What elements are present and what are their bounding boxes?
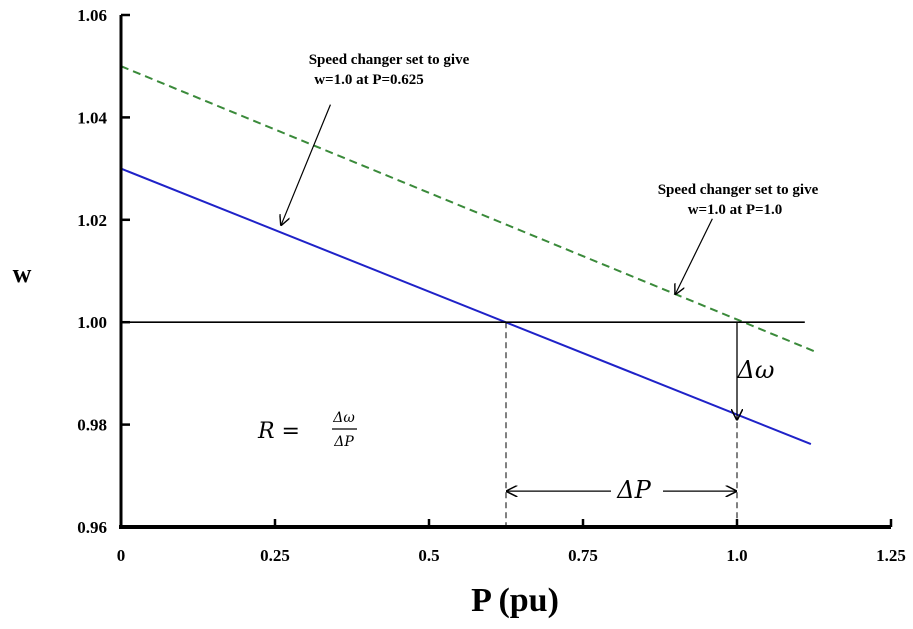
annotation-marks [281,104,737,527]
series-line-1 [120,167,812,446]
formula-numerator: Δω [332,410,355,426]
y-tick-label: 0.96 [77,518,107,537]
y-tick-label: 1.06 [77,6,107,25]
x-tick-label: 1.0 [726,546,747,565]
x-tick-label: 0.75 [568,546,598,565]
annotation-speed-changer-1-line2: w=1.0 at P=0.625 [314,72,424,88]
formula-denominator: ΔP [333,434,354,450]
speed-changer-arrow-1 [281,104,331,225]
annotation-speed-changer-1-line1: Speed changer set to give [309,52,470,68]
series-line-2 [120,65,818,354]
annotation-speed-changer-2-line1: Speed changer set to give [658,182,819,198]
delta-omega-label: Δω [737,356,775,384]
x-tick-label: 1.25 [876,546,906,565]
annotation-speed-changer-2-line2: w=1.0 at P=1.0 [688,202,783,218]
x-tick-label: 0 [117,546,126,565]
x-tick-label: 0.25 [260,546,290,565]
y-tick-label: 1.02 [77,211,107,230]
speed-changer-arrow-2 [675,218,713,294]
y-axis-title: w [13,259,32,288]
delta-p-label: ΔP [616,476,651,504]
y-tick-label: 1.00 [77,313,107,332]
x-axis-title: P (pu) [471,582,559,619]
formula-lhs: R = [257,419,300,444]
x-tick-label: 0.5 [418,546,439,565]
y-tick-label: 1.04 [77,108,107,127]
axes: 0 0.25 0.5 0.75 1.0 1.25 0.96 0.98 1.00 1.02 1.04 1… [77,6,906,565]
y-tick-label: 0.98 [77,416,107,435]
plot-lines [120,65,818,446]
